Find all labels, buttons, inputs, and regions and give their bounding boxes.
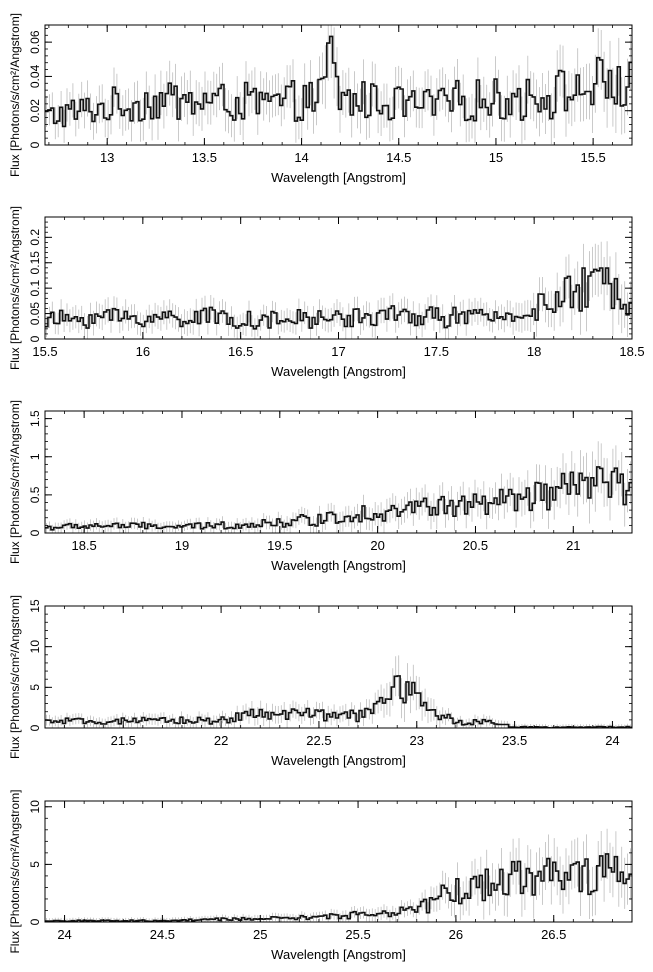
y-tick-label: 0.05 (28, 302, 42, 326)
plot-frame (44, 605, 633, 729)
y-tick-label: 0.06 (28, 30, 42, 54)
y-tick-label: 5 (28, 684, 42, 691)
error-bars (46, 25, 631, 145)
x-tick-label: 22 (214, 733, 228, 748)
y-tick-label: 15 (28, 599, 42, 613)
x-tick-label: 23 (410, 733, 424, 748)
y-tick-label: 0 (28, 529, 42, 536)
y-tick-label: 0 (28, 918, 42, 925)
x-tick-label: 17.5 (424, 344, 449, 359)
y-tick-label: 0.1 (28, 280, 42, 297)
x-tick-label: 13.5 (192, 150, 217, 165)
spectrum-line (45, 675, 632, 728)
x-tick-label: 20 (370, 538, 384, 553)
spectrum-line (45, 267, 632, 330)
y-tick-label: 0 (28, 724, 42, 731)
x-tick-label: 15 (489, 150, 503, 165)
x-tick-label: 16.5 (228, 344, 253, 359)
plot-frame (44, 216, 633, 340)
x-tick-label: 19 (175, 538, 189, 553)
x-tick-label: 20.5 (463, 538, 488, 553)
x-tick-label: 15.5 (580, 150, 605, 165)
y-axis-label: Flux [Photons/s/cm²/Angstrom] (8, 206, 22, 370)
y-tick-label: 0.04 (28, 64, 42, 88)
x-axis-label: Wavelength [Angstrom] (271, 947, 406, 962)
x-tick-label: 22.5 (306, 733, 331, 748)
panel-4: 21.5 22 22.5 23 23.5 24 0 5 10 15 Wavelength [Angs… (8, 595, 633, 768)
y-axis-label: Flux [Photons/s/cm²/Angstrom] (8, 400, 22, 564)
x-tick-label: 18.5 (619, 344, 644, 359)
x-tick-label: 13 (100, 150, 114, 165)
y-tick-label: 10 (28, 800, 42, 814)
y-axis-label: Flux [Photons/s/cm²/Angstrom] (8, 789, 22, 953)
x-tick-label: 26.5 (541, 927, 566, 942)
y-tick-label: 1.5 (28, 410, 42, 427)
x-tick-label: 24 (605, 733, 619, 748)
x-tick-label: 16 (136, 344, 150, 359)
error-bars (46, 441, 631, 533)
y-tick-label: 5 (28, 861, 42, 868)
x-tick-label: 15.5 (32, 344, 57, 359)
y-axis-label: Flux [Photons/s/cm²/Angstrom] (8, 595, 22, 759)
x-tick-label: 19.5 (267, 538, 292, 553)
panel-2: 15.5 16 16.5 17 17.5 18 18.5 0 0.05 0.1 0.15 0.2 Wav… (8, 206, 645, 379)
x-axis-label: Wavelength [Angstrom] (271, 170, 406, 185)
x-tick-label: 21.5 (111, 733, 136, 748)
y-tick-label: 0.02 (28, 99, 42, 123)
x-tick-label: 14.5 (386, 150, 411, 165)
x-axis-label: Wavelength [Angstrom] (271, 364, 406, 379)
x-axis-label: Wavelength [Angstrom] (271, 753, 406, 768)
panel-1: 13 13.5 14 14.5 15 15.5 0 0.02 0.04 0.06 Wavelengt… (8, 13, 633, 185)
plot-frame (44, 800, 633, 923)
x-tick-label: 26 (449, 927, 463, 942)
panel-5: 24 24.5 25 25.5 26 26.5 0 5 10 Wavelength [Angstr… (8, 789, 633, 962)
x-tick-label: 21 (566, 538, 580, 553)
y-tick-label: 10 (28, 640, 42, 654)
error-bars (46, 828, 631, 922)
spectrum-line (45, 35, 632, 128)
y-tick-label: 0.5 (28, 486, 42, 503)
y-tick-label: 1 (28, 453, 42, 460)
x-tick-label: 24.5 (150, 927, 175, 942)
x-tick-label: 18.5 (71, 538, 96, 553)
y-tick-label: 0 (28, 141, 42, 148)
x-tick-label: 25 (253, 927, 267, 942)
spectrum-line (45, 466, 632, 531)
x-tick-label: 18 (527, 344, 541, 359)
plot-frame (44, 410, 633, 534)
spectrum-line (45, 853, 632, 922)
x-axis-label: Wavelength [Angstrom] (271, 558, 406, 573)
error-bars (46, 241, 631, 339)
x-tick-label: 24 (57, 927, 71, 942)
y-tick-label: 0 (28, 335, 42, 342)
x-tick-label: 25.5 (345, 927, 370, 942)
x-tick-label: 14 (294, 150, 308, 165)
x-tick-label: 17 (331, 344, 345, 359)
x-tick-label: 23.5 (502, 733, 527, 748)
panel-3: 18.5 19 19.5 20 20.5 21 0 0.5 1 1.5 Wavelength [An… (8, 400, 633, 573)
y-tick-label: 0.15 (28, 251, 42, 275)
y-tick-label: 0.2 (28, 229, 42, 246)
y-axis-label: Flux [Photons/s/cm²/Angstrom] (8, 13, 22, 177)
plot-frame (44, 24, 633, 146)
